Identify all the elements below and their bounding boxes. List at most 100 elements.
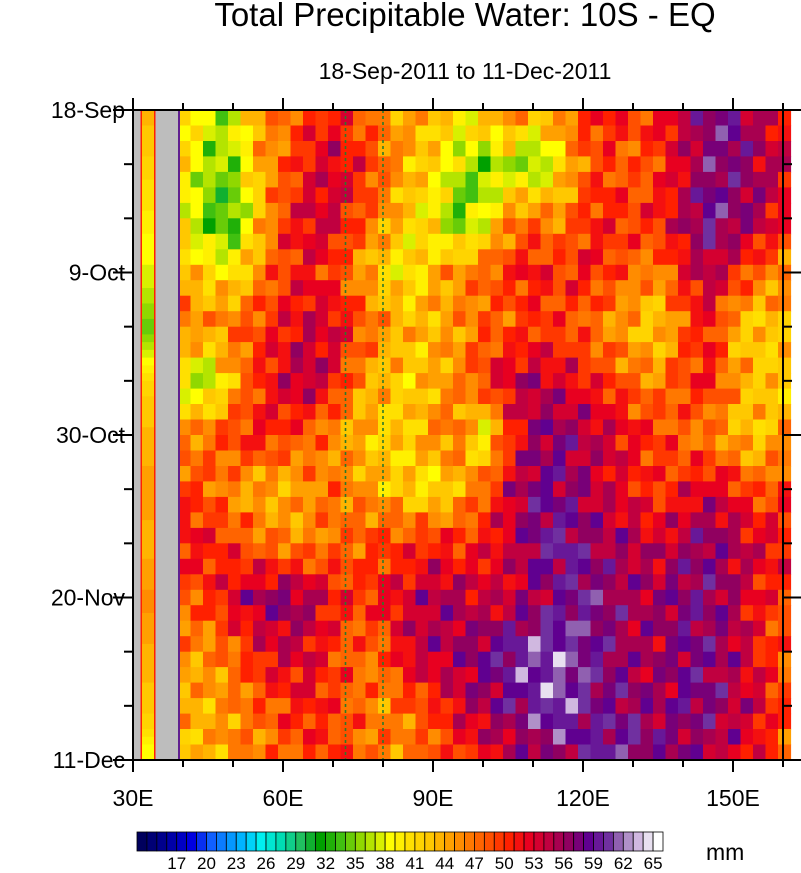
heatmap-cell (553, 264, 567, 281)
heatmap-cell (390, 713, 404, 730)
heatmap-cell (628, 156, 642, 173)
heatmap-cell (215, 651, 229, 668)
heatmap-cell (490, 110, 504, 127)
heatmap-cell (640, 187, 654, 204)
heatmap-cell (178, 249, 192, 266)
heatmap-cell (390, 326, 404, 343)
heatmap-cell (215, 156, 229, 173)
heatmap-cell (353, 357, 367, 374)
heatmap-cell (315, 698, 329, 715)
heatmap-cell (340, 326, 354, 343)
heatmap-cell (490, 450, 504, 467)
heatmap-cell (715, 558, 729, 575)
heatmap-cell (703, 481, 717, 498)
strip-cell (140, 589, 156, 599)
heatmap-cell (190, 435, 204, 452)
heatmap-cell (565, 404, 579, 421)
heatmap-cell (540, 589, 554, 606)
heatmap-cell (628, 187, 642, 204)
heatmap-cell (278, 651, 292, 668)
heatmap-cell (628, 450, 642, 467)
heatmap-cell (565, 667, 579, 684)
heatmap-cell (303, 481, 317, 498)
heatmap-cell (253, 682, 267, 699)
heatmap-cell (228, 233, 242, 250)
colorbar-label: 32 (316, 854, 335, 873)
heatmap-cell (753, 295, 767, 312)
heatmap-cell (403, 729, 417, 746)
heatmap-cell (453, 435, 467, 452)
heatmap-cell (765, 527, 779, 544)
heatmap-cell (478, 651, 492, 668)
heatmap-cell (478, 744, 492, 761)
heatmap-cell (265, 543, 279, 560)
heatmap-cell (228, 295, 242, 312)
heatmap-cell (665, 388, 679, 405)
heatmap-cell (715, 651, 729, 668)
colorbar-box (603, 831, 614, 852)
heatmap-cell (315, 512, 329, 529)
heatmap-cell (228, 202, 242, 219)
colorbar-box (394, 831, 406, 852)
heatmap-cell (203, 357, 217, 374)
heatmap-cell (540, 682, 554, 699)
heatmap-cell (453, 311, 467, 328)
heatmap-cell (578, 558, 592, 575)
heatmap-cell (540, 187, 554, 204)
heatmap-cell (703, 110, 717, 127)
heatmap-cell (665, 512, 679, 529)
heatmap-cell (515, 202, 529, 219)
strip-cell (140, 411, 156, 421)
heatmap-cell (203, 125, 217, 142)
colorbar-box (414, 831, 426, 852)
heatmap-cell (765, 729, 779, 746)
heatmap-cell (465, 110, 479, 127)
heatmap-cell (690, 311, 704, 328)
heatmap-cell (740, 466, 754, 483)
heatmap-cell (478, 141, 492, 158)
heatmap-cell (653, 311, 667, 328)
heatmap-cell (565, 311, 579, 328)
heatmap-cell (728, 264, 742, 281)
heatmap-cell (528, 729, 542, 746)
heatmap-cell (403, 295, 417, 312)
heatmap-cell (340, 496, 354, 513)
heatmap-cell (278, 249, 292, 266)
heatmap-cell (253, 574, 267, 591)
heatmap-cell (653, 729, 667, 746)
heatmap-cell (203, 326, 217, 343)
heatmap-cell (590, 326, 604, 343)
heatmap-cell (565, 202, 579, 219)
strip-edge (140, 110, 142, 760)
heatmap-cell (565, 682, 579, 699)
heatmap-cell (453, 326, 467, 343)
heatmap-cell (653, 636, 667, 653)
heatmap-cell (178, 574, 192, 591)
heatmap-cell (315, 543, 329, 560)
strip-cell (140, 272, 156, 281)
heatmap-cell (465, 466, 479, 483)
heatmap-cell (203, 574, 217, 591)
strip-cell (140, 721, 156, 730)
heatmap-cell (203, 744, 217, 761)
heatmap-cell (590, 496, 604, 513)
heatmap-cell (240, 527, 254, 544)
heatmap-cell (465, 233, 479, 250)
heatmap-cell (628, 388, 642, 405)
heatmap-cell (778, 744, 792, 761)
strip-cell (140, 729, 156, 738)
strip-cell (140, 667, 156, 676)
heatmap-cell (190, 496, 204, 513)
heatmap-cell (765, 280, 779, 297)
x-tick-label: 150E (706, 785, 760, 811)
heatmap-cell (703, 512, 717, 529)
heatmap-cell (553, 156, 567, 173)
heatmap-cell (653, 558, 667, 575)
heatmap-cell (303, 280, 317, 297)
heatmap-cell (328, 481, 342, 498)
heatmap-cell (228, 311, 242, 328)
heatmap-cell (540, 357, 554, 374)
colorbar-box (206, 831, 217, 852)
heatmap-cell (665, 466, 679, 483)
heatmap-cell (503, 527, 517, 544)
